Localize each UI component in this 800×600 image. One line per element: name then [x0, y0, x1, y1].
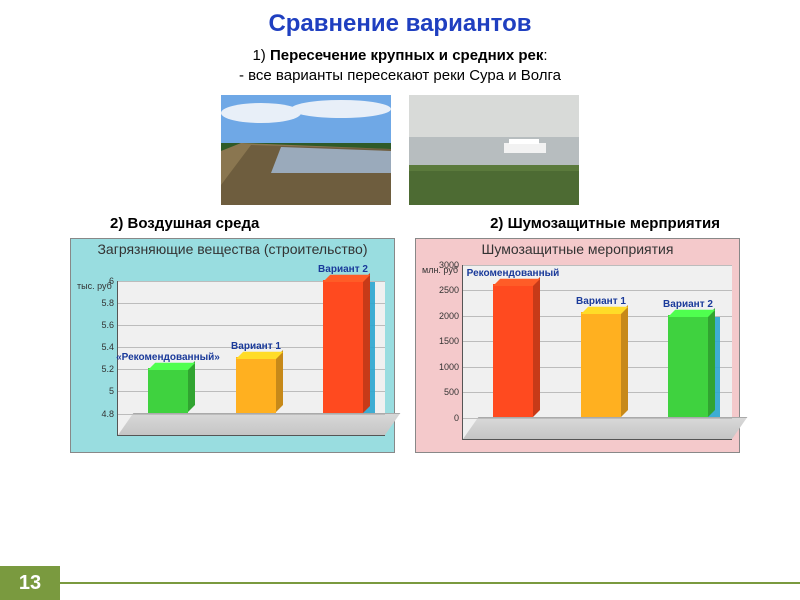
bar-side [363, 273, 370, 413]
photo-river-volga [409, 95, 579, 205]
ytick: 5.2 [84, 364, 114, 374]
bar-front [323, 280, 363, 413]
slide: Сравнение вариантов 1) Пересечение крупн… [0, 0, 800, 600]
chart-a-title: Загрязняющие вещества (строительство) [71, 239, 394, 258]
ytick: 5 [84, 386, 114, 396]
bar-label: Вариант 1 [191, 341, 321, 352]
bar-top [668, 309, 715, 316]
sec1-prefix: 1) [252, 47, 270, 64]
ytick: 5.4 [84, 342, 114, 352]
chart-pollutants: Загрязняющие вещества (строительство) ты… [70, 238, 395, 453]
bar-front [668, 315, 708, 417]
gridline [463, 418, 732, 419]
chart-b-floor [463, 417, 747, 439]
charts-row: Загрязняющие вещества (строительство) ты… [0, 232, 800, 453]
section-1-text: 1) Пересечение крупных и средних рек: - … [0, 46, 800, 87]
chart-section-labels: 2) Воздушная среда 2) Шумозащитные мерпр… [0, 215, 800, 232]
bar-label: «Рекомендованный» [103, 352, 233, 363]
ytick: 500 [429, 387, 459, 397]
bar: Рекомендованный [493, 284, 533, 417]
ytick: 1500 [429, 336, 459, 346]
bar: «Рекомендованный» [148, 368, 188, 412]
gridline [118, 414, 385, 415]
bar: Вариант 1 [236, 357, 276, 412]
ytick: 2000 [429, 311, 459, 321]
bar: Вариант 2 [323, 280, 363, 413]
ytick: 2500 [429, 285, 459, 295]
bar: Вариант 2 [668, 315, 708, 417]
label-noise: 2) Шумозащитные мерприятия [490, 215, 720, 232]
ytick: 4.8 [84, 409, 114, 419]
page-title: Сравнение вариантов [0, 0, 800, 38]
bar-top [493, 279, 540, 286]
chart-b-plot: 050010001500200025003000 Рекомендованный… [462, 265, 732, 440]
sec1-line2: - все варианты пересекают реки Сура и Во… [239, 67, 561, 84]
ytick: 6 [84, 276, 114, 286]
chart-a-floor [118, 413, 400, 435]
sec1-bold: Пересечение крупных и средних рек [270, 47, 543, 64]
footer-rule [60, 582, 800, 584]
ytick: 5.8 [84, 298, 114, 308]
bar-side [276, 350, 283, 412]
bar-side [621, 305, 628, 417]
page-number: 13 [0, 566, 60, 600]
chart-b-title: Шумозащитные мероприятия [416, 239, 739, 258]
bar-front [236, 357, 276, 412]
label-air: 2) Воздушная среда [110, 215, 259, 232]
ytick: 5.6 [84, 320, 114, 330]
chart-a-plot: 4.855.25.45.65.86 «Рекомендованный»Вариа… [117, 281, 385, 436]
gridline [463, 265, 732, 266]
photo-row [0, 95, 800, 205]
bar-top [323, 274, 370, 281]
bar-top [148, 363, 195, 370]
bar-label: Рекомендованный [448, 268, 578, 279]
sec1-suffix: : [543, 47, 547, 64]
bar-top [581, 307, 628, 314]
bar-side [708, 308, 715, 417]
bar-label: Вариант 2 [623, 299, 753, 310]
bar-top [236, 352, 283, 359]
chart-noise: Шумозащитные мероприятия млн. руб 050010… [415, 238, 740, 453]
bar-front [581, 312, 621, 417]
bar-front [493, 284, 533, 417]
bar-label: Вариант 2 [278, 264, 408, 275]
bar: Вариант 1 [581, 312, 621, 417]
bar-front [148, 368, 188, 412]
ytick: 1000 [429, 362, 459, 372]
photo-river-sura [221, 95, 391, 205]
ytick: 0 [429, 413, 459, 423]
